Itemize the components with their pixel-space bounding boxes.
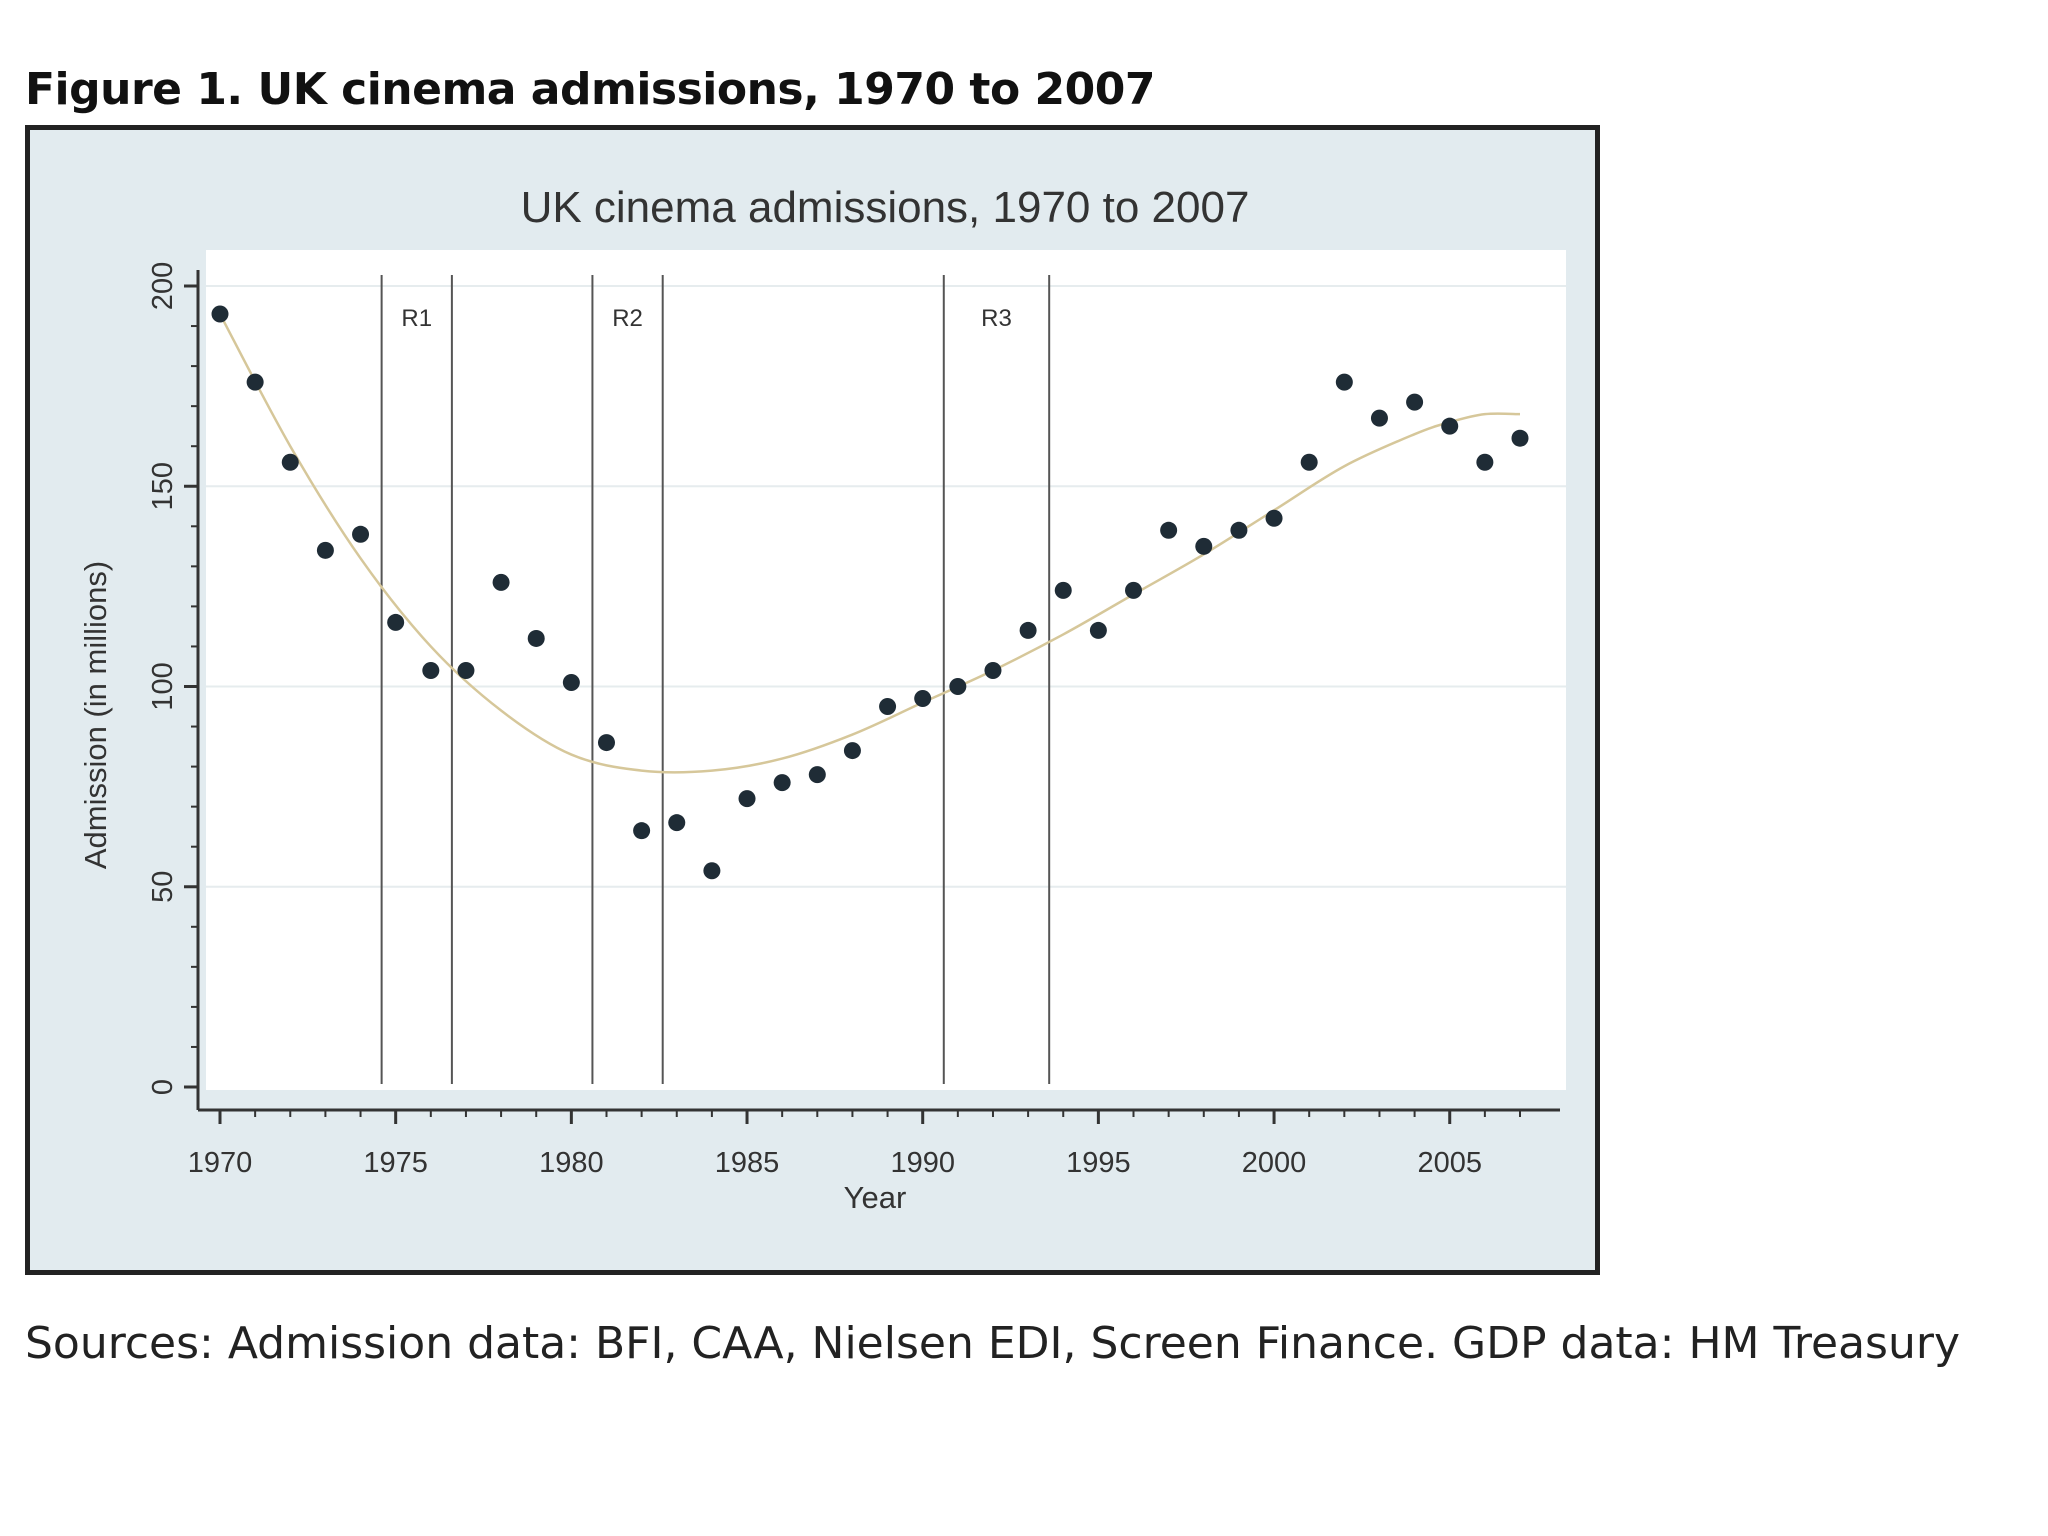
x-tick-label-1970: 1970 xyxy=(188,1147,253,1179)
data-point-1975 xyxy=(387,613,405,631)
data-point-1991 xyxy=(949,678,967,695)
data-point-2005 xyxy=(1441,417,1459,435)
gridlines xyxy=(206,285,1566,888)
recession-label-r2: R2 xyxy=(612,305,643,332)
data-point-1990 xyxy=(914,690,932,708)
axes: 0 50 100 150 200 1970 1975 1980 1985 1990 1995 2000… xyxy=(147,262,1560,1179)
x-tick-label-1985: 1985 xyxy=(715,1147,780,1179)
y-tick-label-0: 0 xyxy=(147,1079,179,1095)
data-point-1994 xyxy=(1054,581,1072,599)
x-tick-label-1995: 1995 xyxy=(1066,1147,1131,1179)
figure-title: Figure 1. UK cinema admissions, 1970 to … xyxy=(25,64,1155,115)
data-point-2004 xyxy=(1406,393,1424,411)
data-point-1988 xyxy=(843,742,861,760)
data-point-2001 xyxy=(1300,453,1318,471)
data-point-1974 xyxy=(352,525,370,543)
y-tick-label-200: 200 xyxy=(147,262,179,310)
y-tick-label-50: 50 xyxy=(147,871,179,903)
data-point-1997 xyxy=(1160,521,1178,539)
chart-panel: R1 R2 R3 0 50 100 150 200 1970 1975 1980 1985 1990 1… xyxy=(25,125,1600,1275)
plot-area xyxy=(206,250,1566,1090)
data-point-1980 xyxy=(562,673,580,691)
x-tick-label-1975: 1975 xyxy=(363,1147,428,1179)
data-point-1978 xyxy=(492,573,510,591)
data-point-1987 xyxy=(808,766,826,784)
data-point-1985 xyxy=(738,790,756,808)
data-point-1996 xyxy=(1125,581,1143,599)
data-point-1992 xyxy=(984,661,1002,679)
data-point-2006 xyxy=(1476,453,1494,471)
data-point-2002 xyxy=(1335,373,1353,391)
data-points xyxy=(211,305,1529,880)
data-point-1984 xyxy=(703,862,721,880)
data-point-2000 xyxy=(1265,509,1283,527)
data-point-2007 xyxy=(1511,429,1529,447)
y-axis-label: Admission (in millions) xyxy=(78,561,113,869)
data-point-1999 xyxy=(1230,521,1248,539)
chart-title: UK cinema admissions, 1970 to 2007 xyxy=(521,183,1250,232)
trend-line xyxy=(218,313,1521,774)
y-tick-label-150: 150 xyxy=(147,462,179,510)
data-point-1971 xyxy=(246,373,264,391)
data-point-1979 xyxy=(527,629,545,647)
data-point-1993 xyxy=(1019,621,1037,639)
data-point-1977 xyxy=(457,661,475,679)
sources-note: Sources: Admission data: BFI, CAA, Niels… xyxy=(25,1318,1960,1369)
data-point-1973 xyxy=(316,541,334,559)
data-point-1972 xyxy=(281,453,299,471)
data-point-1998 xyxy=(1195,537,1213,555)
data-point-1995 xyxy=(1089,621,1107,639)
recession-markers: R1 R2 R3 xyxy=(380,275,1051,1084)
scatter-chart: R1 R2 R3 0 50 100 150 200 1970 1975 1980 1985 1990 1… xyxy=(78,183,1566,1215)
x-tick-label-1980: 1980 xyxy=(539,1147,604,1179)
data-point-1986 xyxy=(773,774,791,792)
x-axis-label: Year xyxy=(844,1180,907,1215)
data-point-1970 xyxy=(211,305,229,323)
data-point-1976 xyxy=(422,661,440,679)
x-tick-label-2000: 2000 xyxy=(1242,1147,1307,1179)
x-tick-label-2005: 2005 xyxy=(1417,1147,1482,1179)
x-tick-label-1990: 1990 xyxy=(890,1147,955,1179)
data-point-1982 xyxy=(633,822,651,840)
data-point-2003 xyxy=(1370,409,1388,427)
recession-label-r1: R1 xyxy=(401,305,432,332)
y-tick-label-100: 100 xyxy=(147,662,179,710)
data-point-1981 xyxy=(597,734,615,752)
data-point-1983 xyxy=(668,814,686,832)
data-point-1989 xyxy=(879,698,897,716)
recession-label-r3: R3 xyxy=(981,305,1012,332)
